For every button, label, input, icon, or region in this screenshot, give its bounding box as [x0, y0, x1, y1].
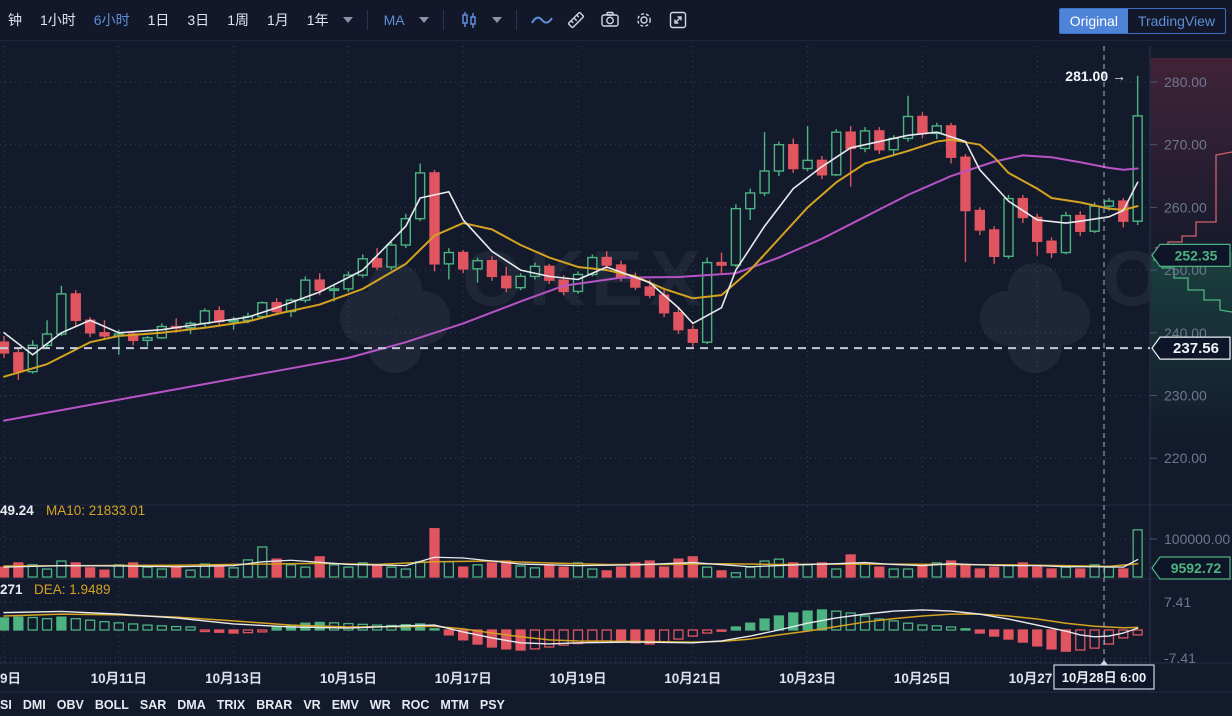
svg-text:9592.72: 9592.72	[1171, 560, 1222, 576]
fullscreen-expand-icon[interactable]	[665, 7, 691, 33]
indicator-tab-ROC[interactable]: ROC	[401, 698, 430, 712]
indicator-tab-EMV[interactable]: EMV	[331, 698, 359, 712]
chart-toolbar: 钟 1小时 6小时 1日 3日 1周 1月 1年 MA	[0, 0, 1232, 41]
interval-selector-group: 钟 1小时 6小时 1日 3日 1周 1月 1年	[0, 6, 337, 34]
current-volume-label: 9592.72	[1151, 556, 1231, 580]
indicator-tab-TRIX[interactable]: TRIX	[216, 698, 246, 712]
svg-text:10月28日 6:00: 10月28日 6:00	[1062, 670, 1147, 685]
interval-button-1小时[interactable]: 1小时	[40, 12, 76, 28]
svg-text:280.00: 280.00	[1164, 74, 1207, 90]
price-ma-lines	[3, 131, 1139, 422]
ruler-drawing-tool-icon[interactable]	[563, 7, 589, 33]
svg-text:10月11日: 10月11日	[91, 671, 147, 686]
candle-style-caret-icon[interactable]	[491, 17, 502, 23]
svg-text:10月13日: 10月13日	[205, 671, 262, 686]
svg-text:220.00: 220.00	[1164, 450, 1207, 466]
indicator-tab-WR[interactable]: WR	[369, 698, 391, 712]
toolbar-divider	[366, 10, 368, 30]
indicator-tab-BRAR[interactable]: BRAR	[256, 698, 293, 712]
interval-button-1日[interactable]: 1日	[147, 12, 170, 28]
toolbar-divider	[515, 10, 517, 30]
indicator-tab-SAR[interactable]: SAR	[139, 698, 167, 712]
svg-text:OKEX: OKEX	[1102, 234, 1232, 322]
interval-button-钟[interactable]: 钟	[8, 12, 22, 28]
candle-series	[0, 75, 1143, 380]
highest-price-annotation: 281.00 →	[1065, 68, 1126, 84]
camera-snapshot-icon[interactable]	[597, 7, 623, 33]
svg-text:9日: 9日	[0, 671, 21, 686]
crosshair-price-label: 237.56	[1151, 336, 1231, 360]
indicator-tab-VR[interactable]: VR	[303, 698, 321, 712]
interval-button-3日[interactable]: 3日	[187, 12, 210, 28]
svg-text:100000.00: 100000.00	[1164, 531, 1230, 547]
crosshair-date-tooltip: 10月28日 6:00	[1053, 660, 1155, 690]
indicator-tab-OBV[interactable]: OBV	[56, 698, 84, 712]
toolbar-divider	[442, 10, 444, 30]
svg-text:49.24: 49.24	[0, 503, 34, 518]
toggle-original-button[interactable]: Original	[1059, 9, 1128, 33]
indicator-tab-DMA[interactable]: DMA	[177, 698, 206, 712]
interval-button-1周[interactable]: 1周	[227, 12, 249, 28]
svg-text:7.41: 7.41	[1164, 594, 1191, 610]
interval-button-6小时[interactable]: 6小时	[93, 12, 130, 28]
depth-mid-price-label: 252.35	[1151, 243, 1231, 267]
candle-style-icon[interactable]	[456, 7, 482, 33]
line-chart-tool-icon[interactable]	[529, 7, 555, 33]
indicator-tab-PSY[interactable]: PSY	[479, 698, 505, 712]
indicator-tab-DMI[interactable]: DMI	[22, 698, 46, 712]
ma-dropdown-caret-icon[interactable]	[418, 17, 429, 23]
macd-histogram	[0, 609, 1143, 652]
indicator-tab-SI[interactable]: SI	[0, 698, 12, 712]
svg-text:237.56: 237.56	[1173, 340, 1219, 357]
volume-series	[0, 528, 1143, 578]
svg-text:271: 271	[0, 582, 23, 597]
svg-text:281.00 →: 281.00 →	[1065, 68, 1126, 84]
svg-text:10月27日: 10月27日	[1009, 671, 1066, 686]
svg-text:260.00: 260.00	[1164, 199, 1207, 215]
svg-text:10月25日: 10月25日	[894, 671, 951, 686]
interval-button-1月[interactable]: 1月	[266, 12, 289, 28]
gridlines	[0, 46, 1150, 663]
volume-ma-lines	[3, 556, 1139, 568]
settings-gear-icon[interactable]	[631, 7, 657, 33]
svg-text:230.00: 230.00	[1164, 388, 1207, 404]
volume-pane-label: 49.24 MA10: 21833.01	[0, 503, 145, 518]
interval-button-1年[interactable]: 1年	[306, 12, 329, 28]
indicator-tab-BOLL[interactable]: BOLL	[94, 698, 129, 712]
toggle-tradingview-button[interactable]: TradingView	[1137, 13, 1215, 29]
svg-text:10月19日: 10月19日	[549, 671, 606, 686]
svg-text:MA10: 21833.01: MA10: 21833.01	[46, 503, 145, 518]
svg-text:10月21日: 10月21日	[664, 671, 721, 686]
chart-view-toggle: Original TradingView	[1058, 8, 1226, 34]
svg-text:10月23日: 10月23日	[779, 671, 836, 686]
okex-watermark: OKEXOKEX	[340, 234, 1232, 373]
svg-text:270.00: 270.00	[1164, 137, 1207, 153]
svg-text:DEA: 1.9489: DEA: 1.9489	[34, 582, 111, 597]
ma-indicator-button[interactable]: MA	[383, 12, 405, 28]
interval-dropdown-caret-icon[interactable]	[342, 17, 353, 23]
svg-text:10月17日: 10月17日	[435, 671, 492, 686]
svg-text:10月15日: 10月15日	[320, 671, 377, 686]
pane-frame	[0, 46, 1232, 693]
macd-pane-label: 271 DEA: 1.9489	[0, 582, 111, 597]
svg-text:-7.41: -7.41	[1164, 650, 1196, 666]
date-axis[interactable]: 9日 10月11日 10月13日 10月15日 10月17日 10月19日 10月21日 10…	[0, 671, 1066, 686]
indicator-tab-row: SI DMI OBV BOLL SAR DMA TRIX BRAR VR EMV WR ROC MTM P…	[0, 694, 1232, 716]
indicator-tab-MTM[interactable]: MTM	[440, 698, 469, 712]
crosshair	[0, 46, 1150, 663]
macd-lines	[3, 609, 1139, 645]
svg-text:252.35: 252.35	[1175, 247, 1218, 263]
